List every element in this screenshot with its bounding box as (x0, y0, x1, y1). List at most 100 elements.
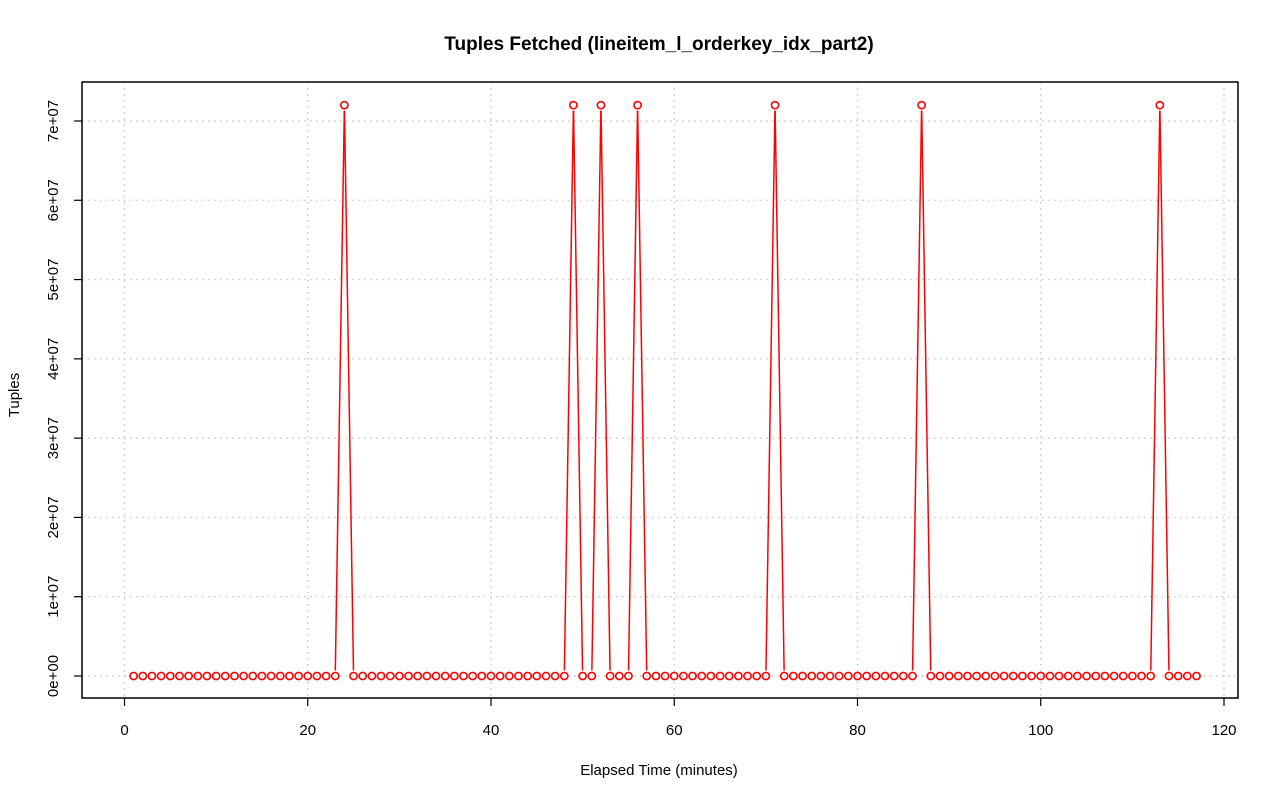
data-point (1036, 671, 1046, 681)
data-point (1118, 671, 1128, 681)
data-point (944, 671, 954, 681)
y-tick-label: 4e+07 (45, 338, 62, 380)
chart-title: Tuples Fetched (lineitem_l_orderkey_idx_… (444, 34, 873, 55)
data-point (1073, 671, 1082, 681)
series-line-segment (572, 110, 584, 671)
data-point (1054, 671, 1064, 681)
series-line-segment (636, 110, 648, 671)
data-point (468, 671, 478, 681)
series-line-segment (911, 110, 923, 671)
data-point (449, 671, 459, 681)
data-point (697, 671, 707, 681)
data-point (816, 671, 826, 681)
y-tick-label: 5e+07 (45, 259, 62, 301)
y-tick-label: 7e+07 (45, 100, 62, 142)
series-line-segment (1150, 110, 1161, 671)
data-point (147, 671, 157, 681)
data-point (898, 671, 908, 681)
y-axis-label: Tuples (6, 373, 23, 417)
data-point (752, 671, 762, 681)
data-point (825, 671, 835, 681)
series-line-segment (600, 110, 611, 671)
data-point (1137, 671, 1146, 681)
x-tick-label: 20 (299, 722, 316, 739)
data-point (1100, 671, 1110, 681)
data-point (248, 671, 258, 681)
data-point (303, 671, 313, 681)
data-point (761, 671, 771, 681)
data-point (688, 671, 697, 681)
data-point (624, 671, 633, 681)
data-point (523, 671, 533, 681)
data-point (202, 671, 212, 681)
data-point (358, 671, 368, 681)
data-point (578, 671, 588, 681)
y-tick-label: 2e+07 (45, 496, 62, 538)
y-tick-label: 1e+07 (45, 576, 62, 618)
data-point (807, 671, 817, 681)
data-point (1164, 671, 1174, 681)
data-point (175, 671, 184, 681)
data-point (404, 671, 413, 681)
data-point (853, 671, 862, 681)
series-line-segment (774, 110, 785, 671)
x-tick-label: 120 (1211, 722, 1236, 739)
data-point (138, 671, 148, 681)
data-point (972, 671, 982, 681)
data-point (349, 671, 358, 681)
data-point (184, 671, 194, 681)
data-point (724, 671, 734, 681)
data-point (743, 671, 752, 681)
data-point (880, 671, 890, 681)
data-point (935, 671, 945, 681)
data-point (679, 671, 688, 681)
data-point (990, 671, 1000, 681)
y-tick-label: 0e+00 (45, 655, 62, 697)
data-point (1045, 671, 1055, 681)
data-point (963, 671, 972, 681)
data-point (440, 671, 450, 681)
data-point (165, 671, 175, 681)
data-point (834, 671, 844, 681)
data-point (788, 671, 798, 681)
y-tick-label: 3e+07 (45, 417, 62, 459)
data-point (587, 671, 597, 681)
data-point (862, 671, 872, 681)
x-tick-label: 100 (1028, 722, 1053, 739)
x-tick-label: 60 (666, 722, 683, 739)
data-point (285, 671, 294, 681)
x-axis-label: Elapsed Time (minutes) (580, 762, 738, 779)
data-point (431, 671, 441, 681)
data-point (917, 100, 927, 110)
data-point (1182, 671, 1192, 681)
series-line-segment (343, 110, 355, 671)
data-point (376, 671, 386, 681)
y-tick-label: 6e+07 (45, 179, 62, 221)
data-point (495, 671, 505, 681)
data-point (339, 100, 349, 110)
data-point (156, 671, 166, 681)
data-point (559, 671, 569, 681)
data-point (1008, 671, 1018, 681)
data-point (908, 671, 917, 681)
data-point (330, 671, 340, 681)
data-point (477, 671, 487, 681)
data-point (871, 671, 881, 681)
data-point (660, 671, 670, 681)
data-point (1192, 671, 1201, 681)
data-point (486, 671, 496, 681)
data-point (1109, 671, 1119, 681)
data-point (129, 671, 139, 681)
data-point (294, 671, 303, 681)
data-point (926, 671, 936, 681)
data-point (715, 671, 725, 681)
data-point (266, 671, 276, 681)
x-tick-label: 40 (483, 722, 500, 739)
data-point (633, 100, 642, 110)
data-point (220, 671, 230, 681)
data-point (321, 671, 331, 681)
data-point (1146, 671, 1156, 681)
data-point (706, 671, 716, 681)
data-point (651, 671, 661, 681)
